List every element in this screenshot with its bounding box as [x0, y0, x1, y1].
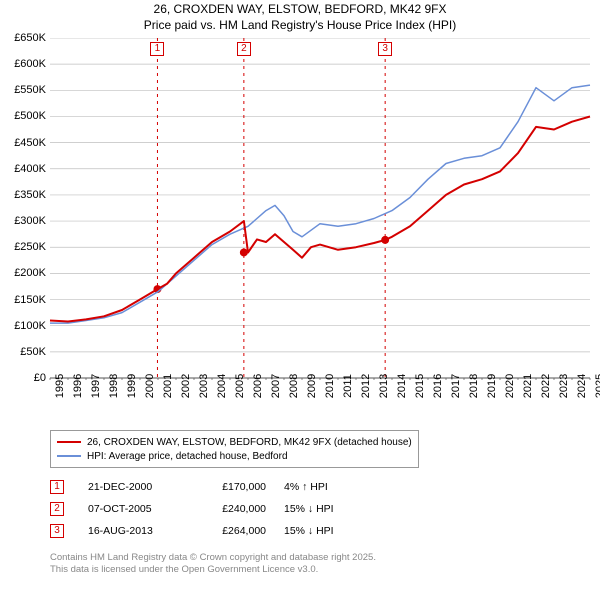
- legend-label: HPI: Average price, detached house, Bedf…: [87, 451, 288, 462]
- y-tick-label: £100K: [0, 320, 46, 332]
- x-tick-label: 2007: [270, 374, 282, 398]
- x-tick-label: 1997: [90, 374, 102, 398]
- x-tick-label: 1996: [72, 374, 84, 398]
- event-marker: 1: [150, 42, 164, 56]
- y-tick-label: £400K: [0, 163, 46, 175]
- y-tick-label: £150K: [0, 294, 46, 306]
- x-tick-label: 2002: [180, 374, 192, 398]
- legend-swatch: [57, 455, 81, 457]
- x-tick-label: 2009: [306, 374, 318, 398]
- title-line2: Price paid vs. HM Land Registry's House …: [0, 18, 600, 34]
- y-tick-label: £250K: [0, 241, 46, 253]
- legend-swatch: [57, 441, 81, 443]
- y-tick-label: £50K: [0, 346, 46, 358]
- x-tick-label: 2020: [504, 374, 516, 398]
- x-tick-label: 2008: [288, 374, 300, 398]
- event-index-box: 2: [50, 502, 64, 516]
- y-tick-label: £600K: [0, 58, 46, 70]
- x-tick-label: 2019: [486, 374, 498, 398]
- x-tick-label: 1999: [126, 374, 138, 398]
- y-tick-label: £200K: [0, 267, 46, 279]
- event-row: 3 16-AUG-2013 £264,000 15% ↓ HPI: [50, 520, 364, 542]
- event-date: 07-OCT-2005: [88, 503, 178, 515]
- x-tick-label: 2016: [432, 374, 444, 398]
- y-tick-label: £500K: [0, 110, 46, 122]
- y-tick-label: £450K: [0, 137, 46, 149]
- events-table: 1 21-DEC-2000 £170,000 4% ↑ HPI 2 07-OCT-2005…: [50, 476, 364, 542]
- event-pct: 4% ↑ HPI: [284, 481, 364, 493]
- y-tick-label: £650K: [0, 32, 46, 44]
- x-tick-label: 2025: [594, 374, 600, 398]
- x-tick-label: 2012: [360, 374, 372, 398]
- x-tick-label: 1995: [54, 374, 66, 398]
- x-tick-label: 2023: [558, 374, 570, 398]
- legend-item: HPI: Average price, detached house, Bedf…: [57, 449, 412, 463]
- title-line1: 26, CROXDEN WAY, ELSTOW, BEDFORD, MK42 9…: [0, 2, 600, 18]
- event-index-box: 1: [50, 480, 64, 494]
- event-index-box: 3: [50, 524, 64, 538]
- x-tick-label: 2022: [540, 374, 552, 398]
- x-tick-label: 2024: [576, 374, 588, 398]
- legend: 26, CROXDEN WAY, ELSTOW, BEDFORD, MK42 9…: [50, 430, 419, 468]
- event-row: 2 07-OCT-2005 £240,000 15% ↓ HPI: [50, 498, 364, 520]
- x-tick-label: 2006: [252, 374, 264, 398]
- legend-item: 26, CROXDEN WAY, ELSTOW, BEDFORD, MK42 9…: [57, 435, 412, 449]
- x-tick-label: 2018: [468, 374, 480, 398]
- legend-label: 26, CROXDEN WAY, ELSTOW, BEDFORD, MK42 9…: [87, 437, 412, 448]
- x-tick-label: 2021: [522, 374, 534, 398]
- x-tick-label: 2014: [396, 374, 408, 398]
- footer-line2: This data is licensed under the Open Gov…: [50, 564, 376, 576]
- y-tick-label: £0: [0, 372, 46, 384]
- y-tick-label: £550K: [0, 84, 46, 96]
- price-chart: £0 £50K £100K £150K £200K £250K £300K £350K £400…: [0, 38, 600, 428]
- y-tick-label: £350K: [0, 189, 46, 201]
- x-tick-label: 2003: [198, 374, 210, 398]
- x-tick-label: 2017: [450, 374, 462, 398]
- event-price: £240,000: [196, 503, 266, 515]
- event-marker: 3: [378, 42, 392, 56]
- x-tick-label: 2005: [234, 374, 246, 398]
- x-tick-label: 2011: [342, 374, 354, 398]
- event-marker: 2: [237, 42, 251, 56]
- x-tick-label: 2004: [216, 374, 228, 398]
- event-pct: 15% ↓ HPI: [284, 525, 364, 537]
- x-tick-label: 2013: [378, 374, 390, 398]
- footer-attribution: Contains HM Land Registry data © Crown c…: [50, 552, 376, 577]
- y-tick-label: £300K: [0, 215, 46, 227]
- x-tick-label: 2015: [414, 374, 426, 398]
- x-tick-label: 2010: [324, 374, 336, 398]
- event-price: £264,000: [196, 525, 266, 537]
- x-tick-label: 1998: [108, 374, 120, 398]
- event-price: £170,000: [196, 481, 266, 493]
- event-date: 16-AUG-2013: [88, 525, 178, 537]
- event-row: 1 21-DEC-2000 £170,000 4% ↑ HPI: [50, 476, 364, 498]
- event-date: 21-DEC-2000: [88, 481, 178, 493]
- x-tick-label: 2000: [144, 374, 156, 398]
- footer-line1: Contains HM Land Registry data © Crown c…: [50, 552, 376, 564]
- chart-title: 26, CROXDEN WAY, ELSTOW, BEDFORD, MK42 9…: [0, 0, 600, 33]
- event-pct: 15% ↓ HPI: [284, 503, 364, 515]
- x-tick-label: 2001: [162, 374, 174, 398]
